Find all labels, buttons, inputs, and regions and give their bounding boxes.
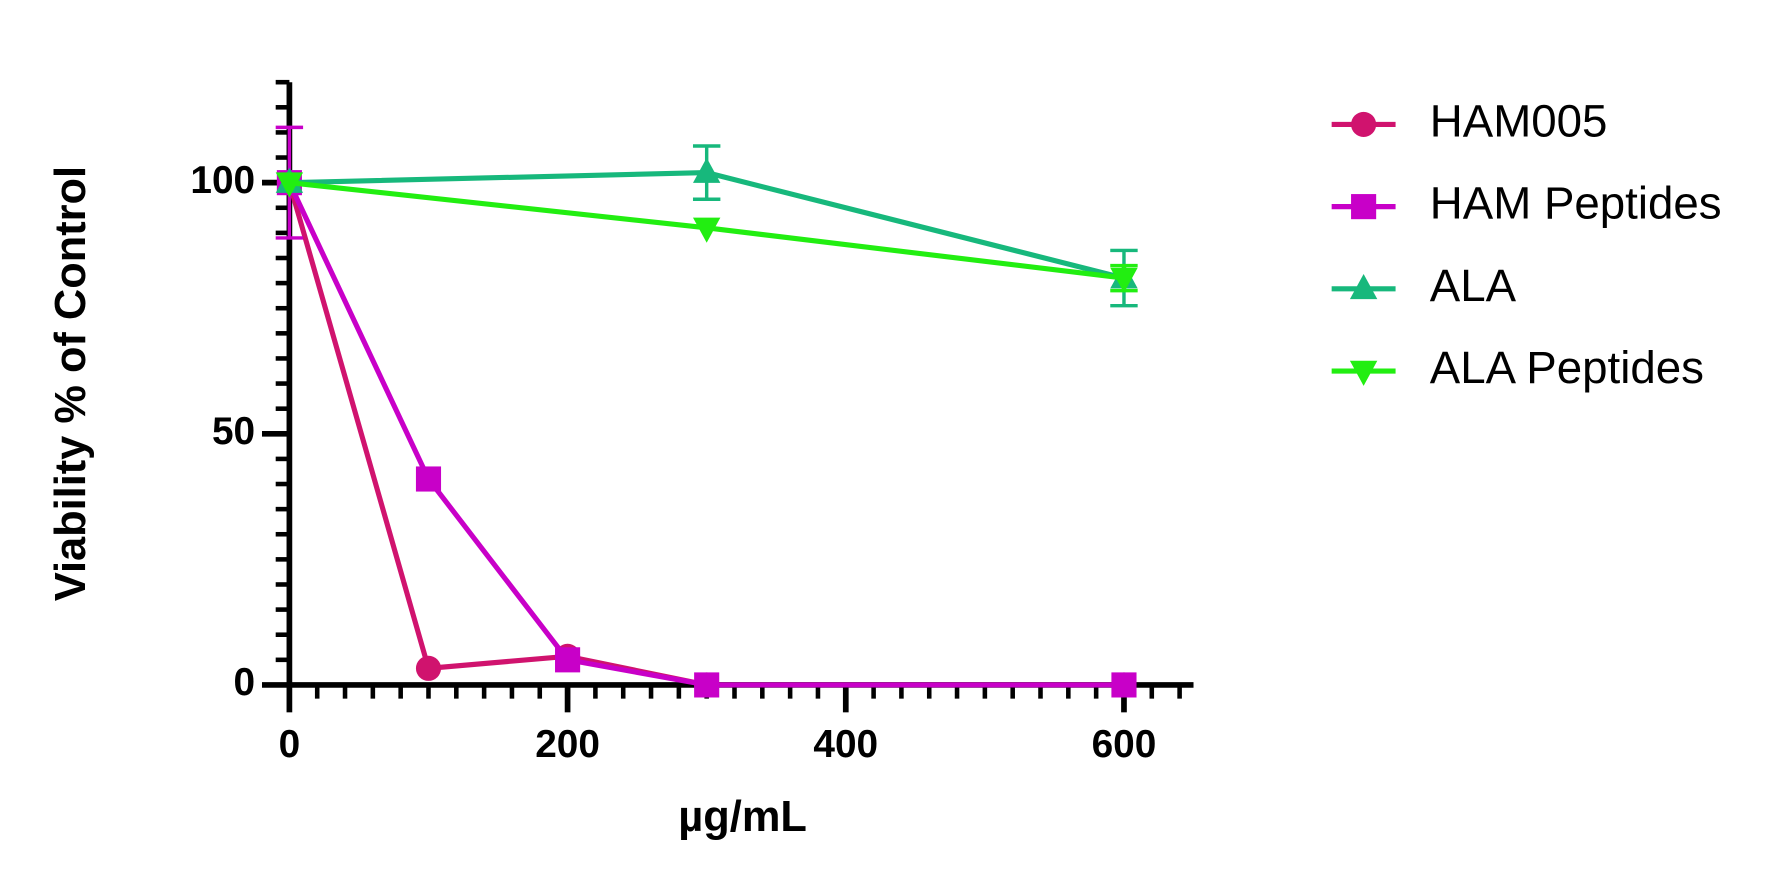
marker [415,655,442,681]
legend-label: HAM Peptides [1430,178,1722,229]
marker [692,157,721,183]
legend-label: ALA [1430,260,1517,311]
marker [1349,273,1378,300]
series [275,144,1138,308]
y-tick-label: 50 [212,410,255,453]
marker [1351,194,1377,220]
y-axis-label: Viability % of Control [47,166,95,601]
series [275,172,1138,293]
marker [1349,360,1378,386]
legend-label: ALA Peptides [1430,342,1704,393]
series [275,125,1137,698]
y-tick-label: 0 [234,661,256,704]
y-tick-label: 100 [190,159,255,202]
x-tick-label: 400 [813,723,878,766]
marker [1110,267,1138,293]
x-tick-label: 200 [535,723,600,766]
marker [1111,672,1137,698]
x-axis-label: µg/mL [678,793,807,841]
series-line [287,181,1124,688]
series-line [286,181,1124,688]
x-tick-label: 0 [279,723,301,766]
marker [694,672,720,698]
marker [415,466,442,492]
x-tick-label: 600 [1092,723,1157,766]
marker [275,172,304,198]
marker [555,647,581,673]
marker [692,217,721,243]
marker [1351,111,1377,137]
legend-label: HAM005 [1430,95,1608,146]
